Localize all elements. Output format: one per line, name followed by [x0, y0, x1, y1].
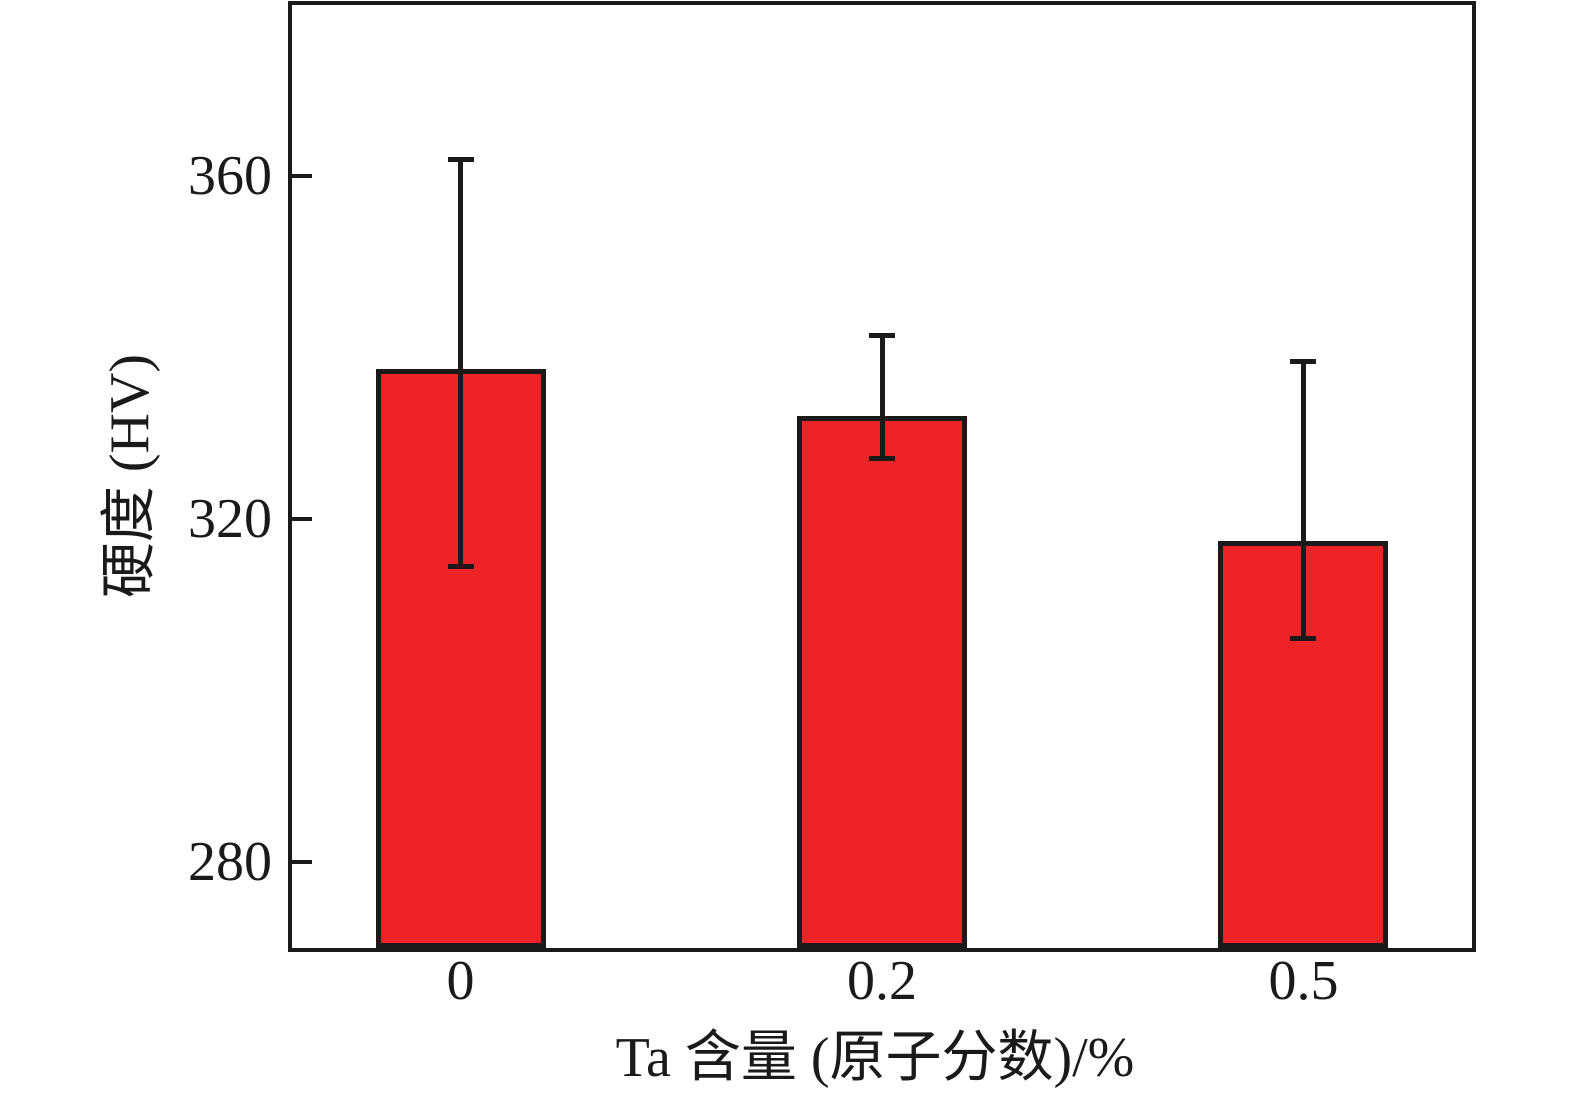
- error-cap-bottom: [447, 563, 474, 569]
- error-bar: [1300, 360, 1306, 640]
- x-tick-label: 0.5: [1268, 950, 1339, 1012]
- error-cap-top: [869, 333, 895, 339]
- plot-area: [288, 1, 1476, 952]
- error-cap-top: [1290, 358, 1317, 364]
- y-tick-mark: [292, 174, 312, 179]
- error-cap-top: [447, 157, 474, 163]
- bar: [797, 416, 967, 948]
- y-tick-mark: [292, 517, 312, 522]
- y-tick-label: 320: [188, 488, 272, 551]
- y-tick-label: 280: [188, 831, 272, 894]
- error-cap-bottom: [1290, 636, 1317, 642]
- x-axis-title: Ta 含量 (原子分数)/%: [615, 1027, 1135, 1089]
- error-bar: [879, 335, 885, 460]
- error-bar: [458, 159, 463, 567]
- x-tick-label: 0.2: [847, 950, 917, 1012]
- y-tick-mark: [292, 860, 312, 865]
- error-cap-bottom: [869, 456, 895, 462]
- y-tick-label: 360: [188, 145, 272, 208]
- y-axis-title: 硬度 (HV): [99, 353, 161, 599]
- x-tick-label: 0: [446, 950, 475, 1012]
